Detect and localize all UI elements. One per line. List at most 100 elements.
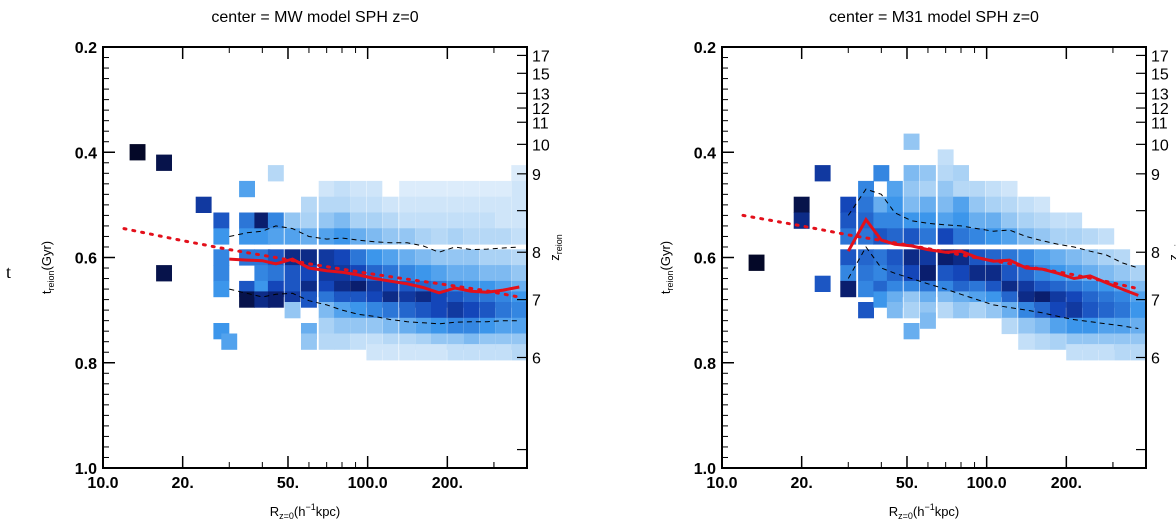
heatmap-cell [399,212,416,229]
heatmap-cell [1001,196,1018,213]
y2-tick-label: 15 [1151,66,1169,83]
y2-tick-label: 9 [532,167,541,184]
heatmap-cell [463,302,480,319]
heatmap-cell [254,228,271,245]
heatmap-cell [447,212,464,229]
heatmap-cell [1001,265,1018,282]
y2-tick-label: 13 [532,86,550,103]
heatmap-cell [886,196,903,213]
heatmap-cell [366,302,383,319]
heatmap-cell [495,180,512,198]
heatmap-cell [156,265,172,282]
heatmap-cell [937,196,954,213]
heatmap-cell [1018,212,1035,229]
heatmap-cell [920,165,936,182]
heatmap-cell [511,344,527,361]
heatmap-cell [156,154,172,171]
heatmap-cell [920,265,936,282]
heatmap-cell [382,265,399,282]
heatmap-cell [969,196,985,213]
heatmap-cell [1034,302,1051,319]
heatmap-cell [463,344,480,361]
x-tick-label: 200. [1051,475,1082,492]
heatmap-cell [318,196,335,213]
heatmap-cell [415,228,432,245]
heatmap-cell [1001,180,1018,198]
y2-tick-label: 10 [1151,137,1169,154]
heatmap-cell [213,249,230,266]
heatmap-cell [1001,317,1018,335]
heatmap-cell [213,228,230,245]
heatmap-cell [903,133,920,150]
heatmap-cell [350,228,366,245]
heatmap-cell [1034,249,1051,266]
y2-tick-label: 8 [1151,245,1160,262]
heatmap-cell [873,196,890,213]
heatmap-cell [903,165,920,182]
heatmap-cell [840,196,857,213]
y-tick-label: 1.0 [75,461,97,478]
heatmap-cell [937,212,954,229]
heatmap-cell [318,317,335,335]
y2-tick-label: 13 [1151,86,1169,103]
heatmap-cell [350,196,366,213]
heatmap-cell [985,265,1002,282]
heatmap-cell [511,249,527,266]
chart-panel-0: center = MW model SPH z=0 10.0 20. 50. 100.0… [39,9,564,521]
heatmap-cell [1018,302,1035,319]
heatmap-cell [399,228,416,245]
heatmap-cell [301,196,317,213]
heatmap-cell [382,212,399,229]
heatmap-cell [1018,249,1035,266]
heatmap-cell [840,265,857,282]
heatmap-cell [1018,317,1035,335]
heatmap-cell [1114,265,1131,282]
y-tick-label: 0.2 [75,40,97,57]
heatmap-cell [366,249,383,266]
heatmap-cell [953,228,969,245]
heatmap-cell [1114,302,1131,319]
heatmap-cell [284,212,301,229]
heatmap-cell [511,228,527,245]
heatmap-cell [1050,228,1066,245]
heatmap-cell [495,317,512,335]
y-tick-label: 0.6 [694,251,716,268]
heatmap-cell [1098,344,1115,361]
heatmap-cell [840,249,857,266]
y-tick-label: 1.0 [694,461,716,478]
heatmap-cell [350,317,366,335]
heatmap-cell [254,265,271,282]
heatmap-cell [920,249,936,266]
heatmap-cell [431,249,447,266]
y-tick-label: 0.8 [694,356,716,373]
heatmap-cell [495,249,512,266]
heatmap-cell [1082,317,1099,335]
y2-tick-label: 17 [1151,48,1169,65]
x-tick-label: 50. [896,475,918,492]
heatmap-cell [447,317,464,335]
series-line-dashed-black [847,246,1139,329]
heatmap-cell [431,302,447,319]
heatmap-cell [903,249,920,266]
heatmap-cell [463,180,480,198]
x-axis-label: Rz=0(h−1kpc) [889,502,960,521]
heatmap-cell [1130,302,1146,319]
heatmap-cell [886,249,903,266]
heatmap-cell [463,196,480,213]
heatmap-cell [399,196,416,213]
chart-panel-1: center = M31 model SPH z=010.0 20. 50. 100.… [658,9,1176,521]
heatmap-cell [920,228,936,245]
heatmap-cell [415,180,432,198]
heatmap-cell [953,165,969,182]
heatmap-cell [463,228,480,245]
heatmap-cell [969,212,985,229]
heatmap-cell [1050,317,1066,335]
heatmap-cell [858,265,874,282]
y2-tick-label: 15 [532,66,550,83]
heatmap-cell [382,344,399,361]
heatmap-cell [903,180,920,198]
heatmap-cell [463,249,480,266]
heatmap-cell [920,196,936,213]
y-axis-label: treion(Gyr) [39,241,56,294]
